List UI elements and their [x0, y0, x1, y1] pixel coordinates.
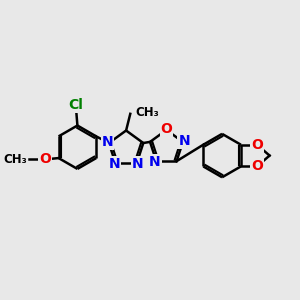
Text: CH₃: CH₃ — [136, 106, 160, 119]
Text: O: O — [251, 138, 263, 152]
Text: O: O — [251, 159, 263, 173]
Text: CH₃: CH₃ — [3, 153, 27, 166]
Text: N: N — [108, 157, 120, 171]
Text: N: N — [178, 134, 190, 148]
Text: O: O — [39, 152, 51, 167]
Text: Cl: Cl — [69, 98, 83, 112]
Text: N: N — [102, 136, 113, 149]
Text: O: O — [160, 122, 172, 136]
Text: N: N — [131, 157, 143, 171]
Text: N: N — [149, 155, 161, 169]
